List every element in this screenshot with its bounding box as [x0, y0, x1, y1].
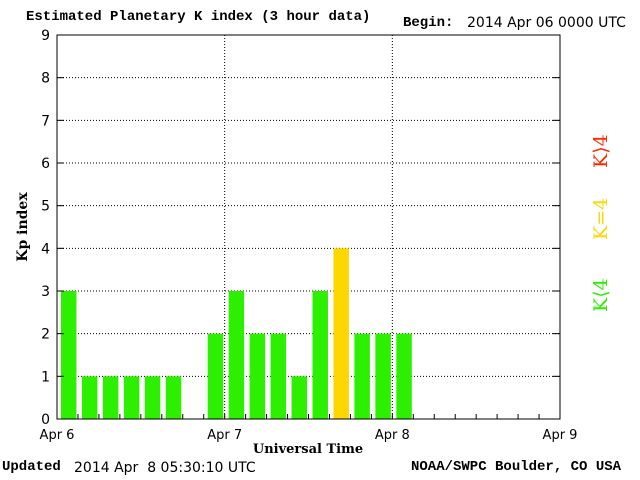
kp-bar	[396, 333, 412, 419]
axis-ticks: 0 1 2 3 4 5 6 7 8 9 Apr 6 Apr 7 Apr 8 Apr 9	[40, 28, 578, 443]
updated-label: Updated	[2, 459, 61, 475]
bars	[61, 248, 412, 419]
begin-value: 2014 Apr 06 0000 UTC	[467, 15, 626, 31]
kp-bar	[61, 291, 77, 419]
kp-bar	[102, 376, 119, 419]
legend-above-4: K⟩4	[590, 134, 612, 168]
kp-bar	[354, 333, 370, 419]
y-tick-label: 1	[41, 369, 50, 385]
y-tick-label: 4	[41, 241, 50, 257]
x-tick-label: Apr 9	[543, 428, 578, 443]
kp-bar	[123, 376, 140, 419]
kp-bar	[144, 376, 161, 419]
x-tick-label: Apr 7	[207, 428, 242, 443]
begin-label: Begin:	[403, 15, 454, 31]
kp-bar	[270, 333, 287, 419]
y-tick-label: 8	[41, 71, 50, 87]
legend-equal-4: K=4	[590, 197, 612, 240]
kp-bar	[165, 376, 182, 419]
source-label: NOAA/SWPC Boulder, CO USA	[411, 459, 622, 475]
kp-bar	[207, 333, 224, 419]
kp-bar	[81, 376, 98, 419]
x-axis-label: Universal Time	[253, 442, 363, 457]
plot-frame	[56, 34, 561, 420]
x-tick-label: Apr 8	[375, 428, 410, 443]
y-tick-label: 2	[41, 327, 50, 343]
x-tick-label: Apr 6	[40, 428, 75, 443]
kp-bar	[375, 333, 391, 419]
y-tick-label: 7	[41, 113, 50, 129]
legend-below-4: K⟨4	[590, 278, 612, 312]
kp-bar	[291, 376, 307, 419]
kp-bar	[312, 291, 328, 419]
kp-bar	[249, 333, 266, 419]
kp-bar	[333, 248, 349, 419]
y-tick-label: 6	[41, 156, 50, 172]
y-tick-label: 3	[41, 284, 50, 300]
chart-title: Estimated Planetary K index (3 hour data…	[26, 9, 371, 25]
updated-value: 2014 Apr 8 05:30:10 UTC	[74, 460, 256, 476]
kp-bar	[228, 291, 245, 419]
y-tick-label: 5	[41, 199, 50, 215]
y-tick-label: 0	[41, 412, 50, 428]
y-axis-label: Kp index	[15, 192, 31, 262]
y-tick-label: 9	[41, 28, 50, 44]
grid-lines	[57, 35, 560, 419]
